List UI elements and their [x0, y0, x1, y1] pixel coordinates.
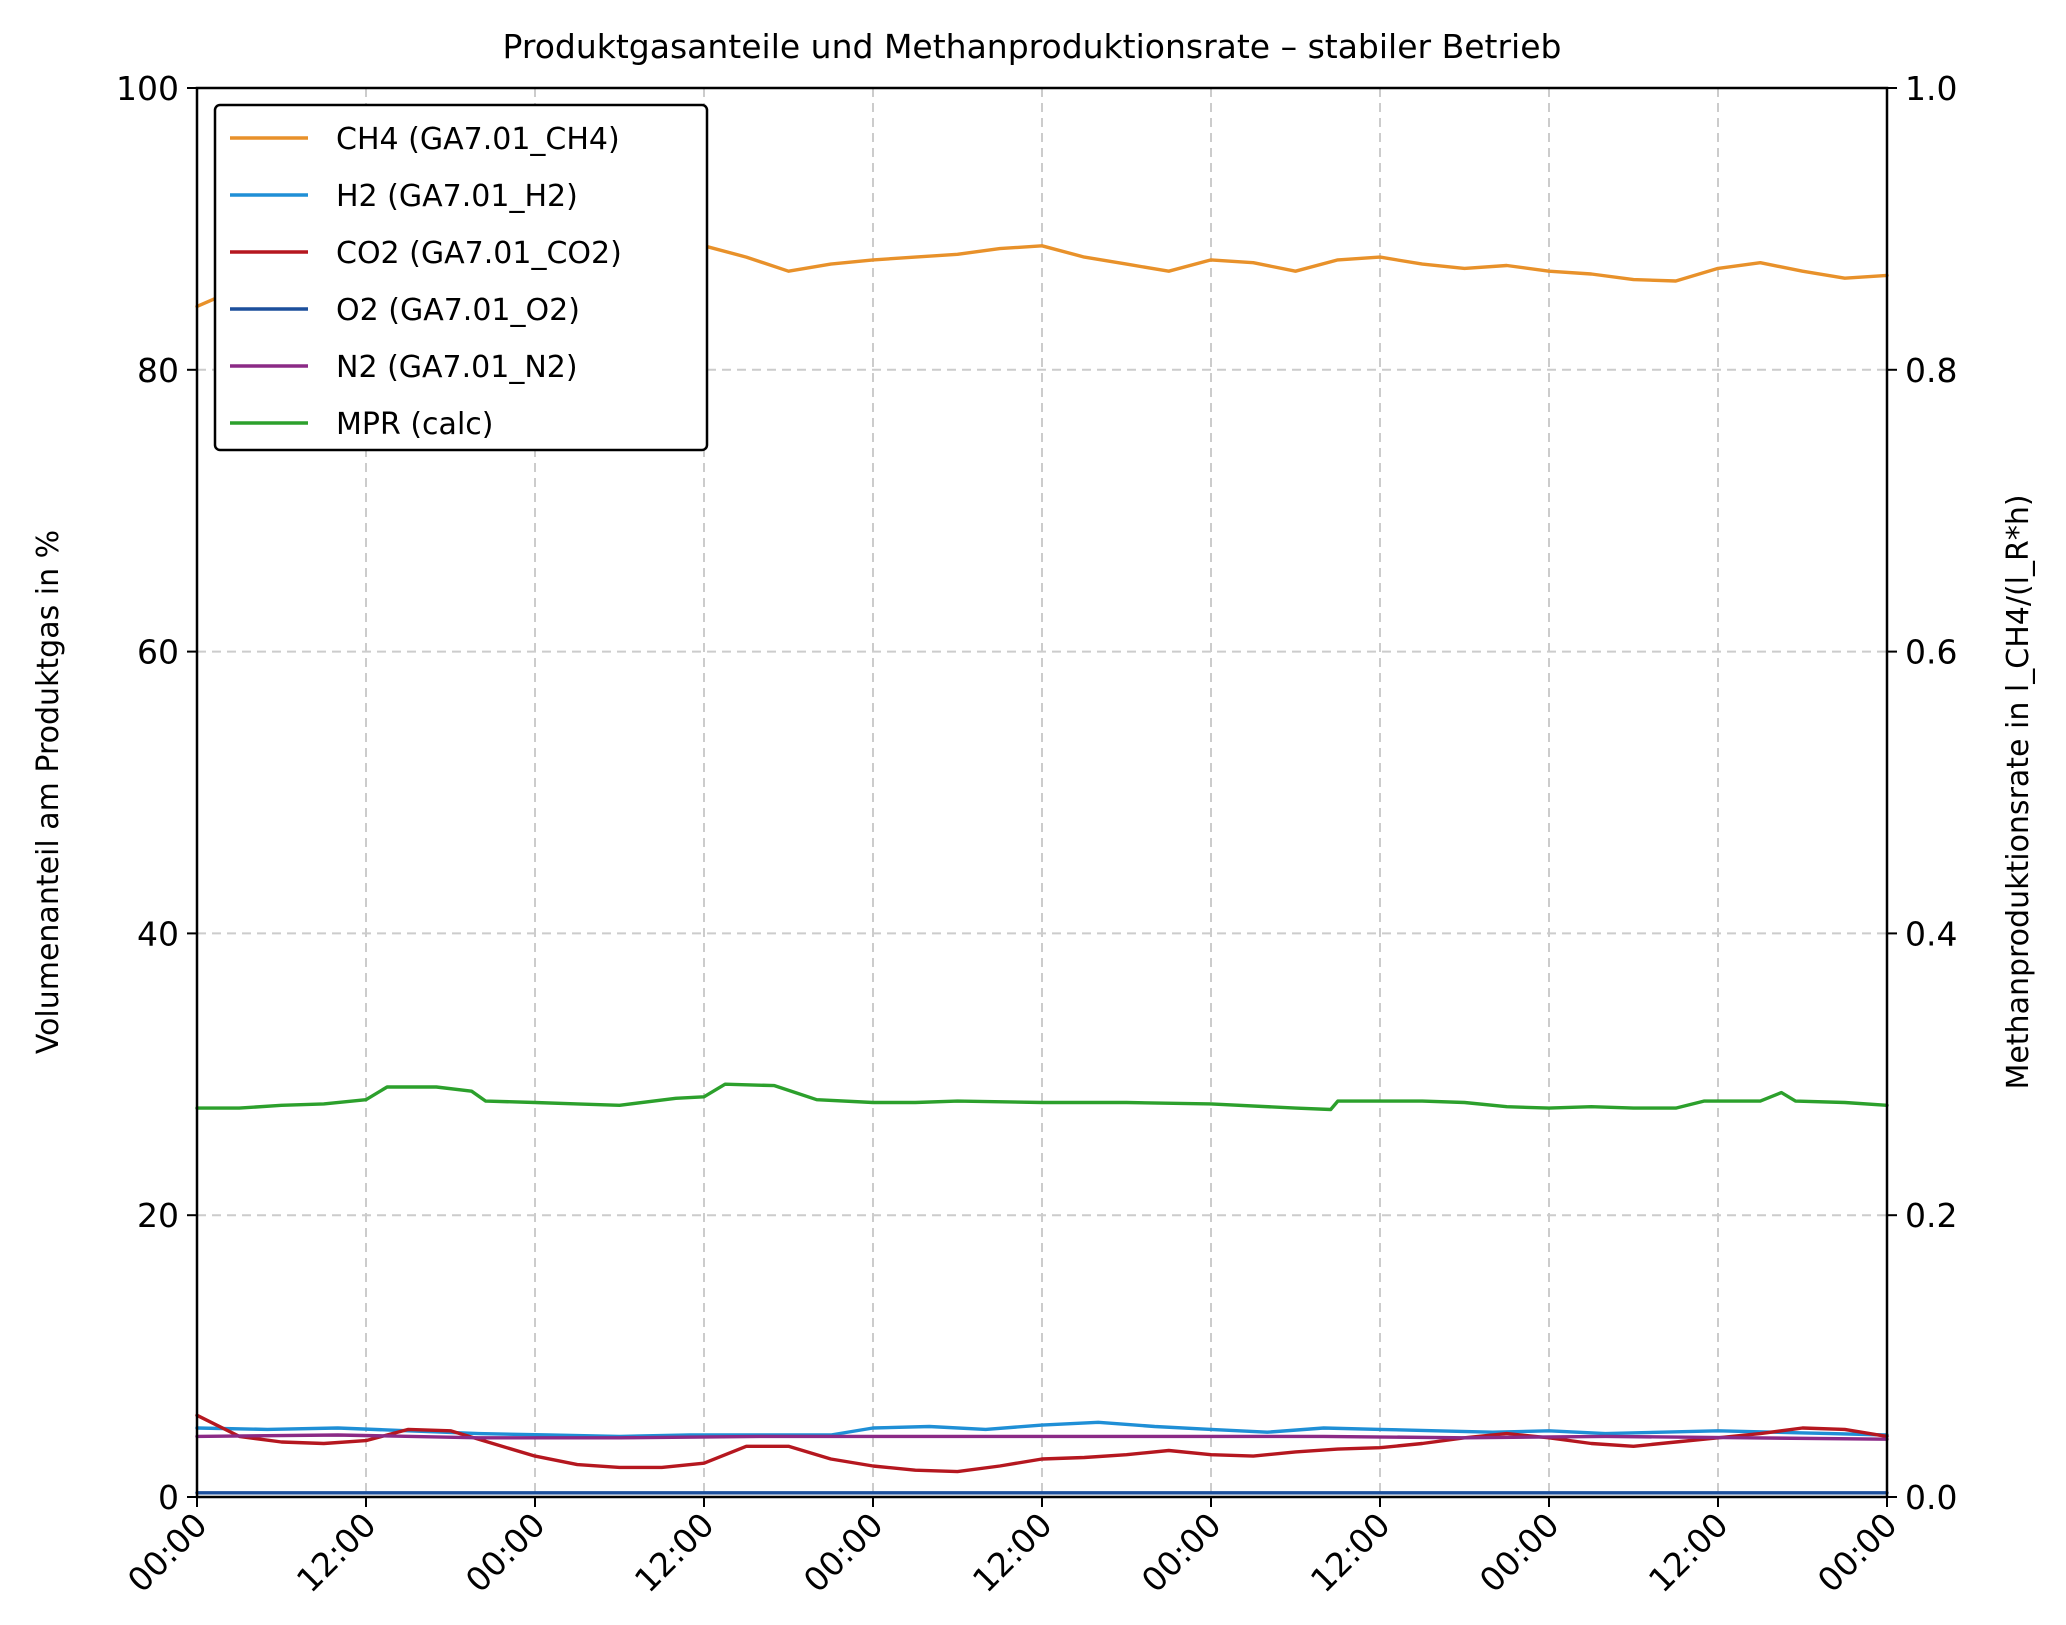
y-axis-left-label: Volumenanteil am Produktgas in %: [31, 530, 66, 1054]
legend-label-ch4: CH4 (GA7.01_CH4): [336, 122, 620, 157]
legend-box: [213, 103, 709, 452]
y-tick-label-left: 0: [158, 1478, 179, 1517]
y-tick-label-right: 0.6: [1905, 633, 1957, 672]
legend-label-co2: CO2 (GA7.01_CO2): [336, 236, 622, 271]
y-tick-label-right: 0.8: [1905, 351, 1957, 390]
legend: CH4 (GA7.01_CH4) H2 (GA7.01_H2) CO2 (GA7.0…: [213, 103, 709, 452]
series-line-h2: [195, 1420, 1889, 1439]
y-tick-label-right: 1.0: [1905, 69, 1957, 108]
series-line-mpr: [195, 1082, 1889, 1112]
legend-label-h2: H2 (GA7.01_H2): [336, 179, 578, 214]
chart-title: Produktgasanteile und Methanproduktionsr…: [503, 27, 1562, 66]
y-tick-label-right: 0.0: [1905, 1478, 1957, 1517]
y-tick-label-right: 0.2: [1905, 1196, 1957, 1235]
legend-label-o2: O2 (GA7.01_O2): [336, 293, 580, 328]
y-axis-right-label: Methanproduktionsrate in l_CH4/(l_R*h): [2001, 494, 2036, 1089]
y-tick-label-left: 100: [116, 69, 179, 108]
series-lines: [195, 242, 1889, 1495]
y-tick-label-left: 80: [137, 351, 179, 390]
y-tick-label-right: 0.4: [1905, 914, 1957, 953]
series-line-n2: [195, 1433, 1889, 1441]
legend-label-n2: N2 (GA7.01_N2): [336, 350, 578, 385]
legend-label-mpr: MPR (calc): [336, 407, 493, 442]
y-tick-label-left: 60: [137, 633, 179, 672]
y-tick-label-left: 40: [137, 914, 179, 953]
y-tick-label-left: 20: [137, 1196, 179, 1235]
